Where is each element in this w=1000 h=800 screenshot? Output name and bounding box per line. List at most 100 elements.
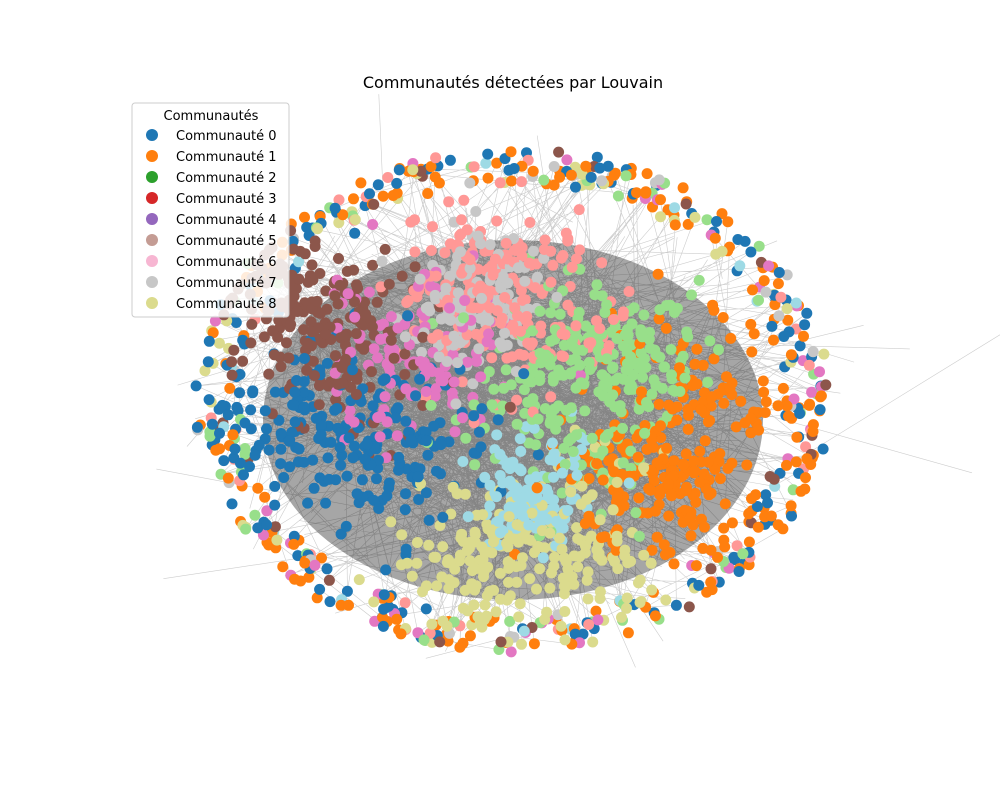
graph-node bbox=[591, 151, 603, 163]
graph-node bbox=[283, 352, 295, 364]
graph-node bbox=[806, 386, 818, 398]
graph-node bbox=[515, 325, 526, 337]
graph-node bbox=[817, 443, 829, 455]
graph-node bbox=[603, 455, 615, 467]
graph-node bbox=[801, 307, 813, 319]
graph-node bbox=[401, 557, 413, 569]
graph-node bbox=[364, 188, 375, 200]
graph-node bbox=[586, 432, 598, 444]
legend-marker bbox=[146, 192, 158, 204]
graph-node bbox=[741, 459, 753, 471]
graph-node bbox=[486, 352, 498, 364]
graph-node bbox=[773, 310, 785, 322]
graph-node bbox=[633, 492, 645, 504]
graph-node bbox=[708, 353, 720, 365]
graph-node bbox=[573, 306, 585, 318]
graph-node bbox=[222, 409, 234, 421]
graph-node bbox=[693, 274, 705, 286]
graph-node bbox=[545, 276, 557, 288]
graph-node bbox=[608, 314, 619, 325]
graph-node bbox=[551, 291, 563, 303]
graph-node bbox=[716, 208, 728, 220]
graph-node bbox=[677, 350, 689, 362]
graph-node bbox=[702, 456, 714, 468]
graph-node bbox=[474, 554, 486, 566]
graph-node bbox=[382, 172, 394, 183]
graph-node bbox=[426, 618, 438, 630]
graph-node bbox=[768, 473, 780, 485]
graph-node bbox=[602, 160, 614, 172]
graph-node bbox=[416, 346, 427, 358]
graph-node bbox=[460, 432, 472, 444]
graph-node bbox=[648, 475, 660, 487]
graph-node bbox=[461, 224, 473, 236]
graph-node bbox=[686, 289, 697, 301]
graph-node bbox=[554, 308, 566, 320]
graph-node bbox=[709, 232, 721, 244]
graph-node bbox=[482, 172, 494, 184]
graph-node bbox=[711, 216, 722, 227]
graph-node bbox=[359, 453, 371, 465]
legend-marker bbox=[146, 234, 158, 246]
graph-node bbox=[601, 299, 613, 311]
graph-node bbox=[611, 535, 623, 547]
graph-node bbox=[444, 154, 456, 166]
graph-node bbox=[504, 615, 516, 627]
graph-node bbox=[549, 551, 560, 563]
graph-node bbox=[598, 379, 610, 391]
graph-node bbox=[630, 507, 642, 519]
graph-node bbox=[570, 320, 582, 332]
graph-node bbox=[560, 227, 572, 239]
graph-node bbox=[638, 353, 650, 364]
graph-node bbox=[702, 376, 714, 388]
graph-node bbox=[594, 162, 606, 174]
graph-node bbox=[633, 362, 645, 374]
graph-node bbox=[710, 248, 722, 260]
graph-node bbox=[803, 359, 815, 371]
graph-node bbox=[596, 257, 608, 269]
graph-node bbox=[695, 403, 707, 415]
graph-node bbox=[536, 499, 548, 511]
legend-label: Communauté 5 bbox=[176, 234, 277, 249]
graph-node bbox=[652, 268, 664, 280]
graph-node bbox=[269, 349, 280, 361]
graph-node bbox=[483, 314, 495, 326]
graph-node bbox=[587, 636, 599, 648]
graph-node bbox=[807, 426, 819, 437]
graph-node bbox=[470, 328, 482, 340]
graph-node bbox=[395, 628, 407, 640]
graph-node bbox=[275, 428, 287, 439]
graph-node bbox=[464, 630, 476, 642]
graph-node bbox=[377, 190, 389, 202]
graph-node bbox=[476, 292, 487, 304]
graph-node bbox=[338, 330, 350, 342]
graph-node bbox=[757, 375, 769, 387]
graph-node bbox=[782, 314, 794, 326]
graph-node bbox=[575, 377, 587, 389]
graph-node bbox=[762, 497, 773, 509]
graph-node bbox=[245, 404, 257, 416]
graph-node bbox=[467, 378, 479, 390]
graph-node bbox=[309, 235, 321, 247]
graph-node bbox=[594, 514, 606, 526]
graph-node bbox=[698, 521, 710, 533]
legend-label: Communauté 6 bbox=[176, 255, 277, 270]
graph-node bbox=[550, 515, 562, 527]
graph-node bbox=[565, 486, 577, 498]
graph-node bbox=[769, 299, 781, 311]
graph-node bbox=[637, 371, 648, 383]
graph-node bbox=[425, 245, 437, 256]
graph-node bbox=[399, 331, 411, 343]
graph-node bbox=[506, 175, 517, 187]
graph-node bbox=[712, 551, 723, 563]
graph-node bbox=[430, 383, 442, 395]
graph-node bbox=[548, 403, 560, 415]
graph-node bbox=[504, 475, 516, 487]
graph-node bbox=[298, 324, 310, 336]
graph-node bbox=[573, 204, 585, 216]
graph-node bbox=[660, 322, 672, 334]
graph-node bbox=[781, 303, 793, 315]
legend-label: Communauté 7 bbox=[176, 276, 277, 291]
graph-node bbox=[396, 529, 408, 541]
